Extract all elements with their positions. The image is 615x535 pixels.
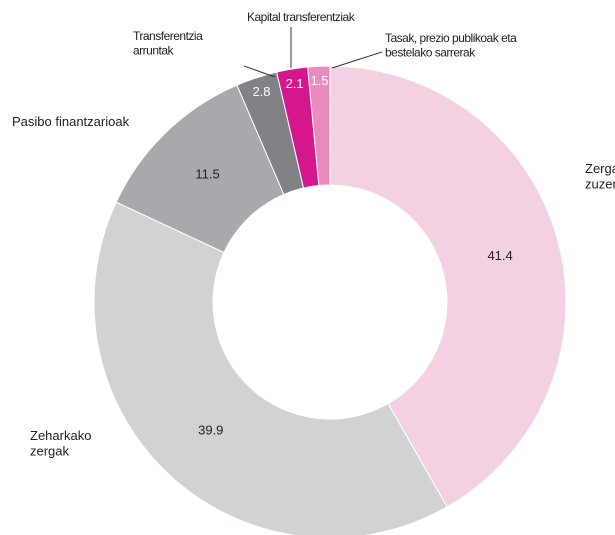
- value-label: 41.4: [487, 248, 512, 263]
- value-label: 1.5: [311, 74, 329, 89]
- leader-line: [331, 51, 383, 69]
- category-label: Zeharkako zergak: [30, 428, 91, 459]
- category-label: Pasibo finantzarioak: [12, 114, 130, 129]
- donut-slice: [329, 65, 567, 508]
- donut-slice: [93, 201, 448, 535]
- donut-slice: [307, 65, 331, 187]
- category-label: Transferentzia arruntak: [133, 29, 203, 57]
- category-label: Kapital transferentziak: [247, 10, 356, 24]
- value-label: 39.9: [198, 423, 223, 438]
- leader-line: [243, 65, 276, 78]
- value-label: 2.8: [252, 84, 270, 99]
- category-label: Tasak, prezio publikoak eta bestelako sar…: [385, 31, 517, 59]
- value-label: 11.5: [195, 167, 219, 182]
- value-label: 2.1: [286, 76, 304, 91]
- category-label: Zergazuzenak: [585, 161, 615, 192]
